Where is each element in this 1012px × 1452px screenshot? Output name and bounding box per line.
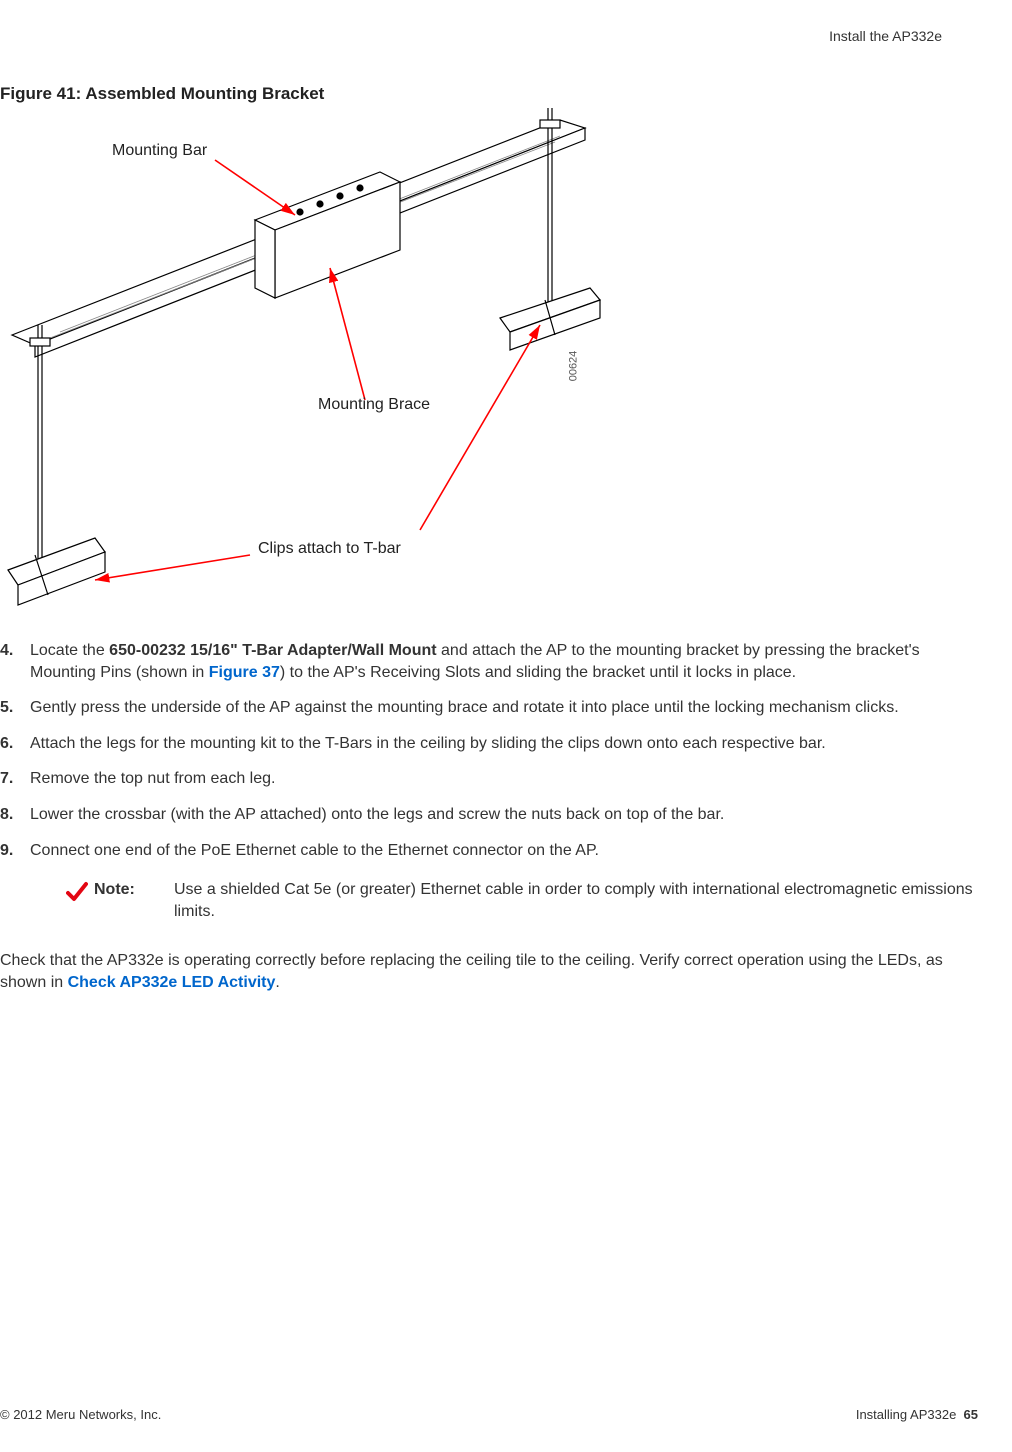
step-number: 6. bbox=[0, 733, 30, 755]
callout-mounting-bar: Mounting Bar bbox=[112, 142, 207, 160]
step-text: Connect one end of the PoE Ethernet cabl… bbox=[30, 840, 1012, 862]
running-header: Install the AP332e bbox=[829, 28, 942, 44]
step-6: 6. Attach the legs for the mounting kit … bbox=[0, 733, 1012, 755]
check-icon bbox=[60, 879, 94, 903]
note-block: Note: Use a shielded Cat 5e (or greater)… bbox=[60, 879, 1012, 922]
step-number: 8. bbox=[0, 804, 30, 826]
step-4: 4. Locate the 650-00232 15/16" T-Bar Ada… bbox=[0, 640, 1012, 683]
text-bold: 650-00232 15/16" T-Bar Adapter/Wall Moun… bbox=[109, 642, 436, 659]
callout-clips: Clips attach to T-bar bbox=[258, 540, 401, 558]
page-footer: © 2012 Meru Networks, Inc. Installing AP… bbox=[0, 1407, 978, 1422]
callout-mounting-brace: Mounting Brace bbox=[318, 396, 430, 414]
note-label: Note: bbox=[94, 879, 174, 901]
step-text: Remove the top nut from each leg. bbox=[30, 768, 1012, 790]
page: Install the AP332e Figure 41: Assembled … bbox=[0, 0, 1012, 1452]
section-link[interactable]: Check AP332e LED Activity bbox=[68, 974, 276, 991]
figure-link[interactable]: Figure 37 bbox=[209, 664, 280, 681]
step-number: 5. bbox=[0, 697, 30, 719]
callout-part-number: 00624 bbox=[567, 351, 579, 382]
page-number: 65 bbox=[964, 1407, 978, 1422]
text-fragment: ) to the AP's Receiving Slots and slidin… bbox=[280, 664, 796, 681]
step-number: 7. bbox=[0, 768, 30, 790]
footer-copyright: © 2012 Meru Networks, Inc. bbox=[0, 1407, 161, 1422]
step-8: 8. Lower the crossbar (with the AP attac… bbox=[0, 804, 1012, 826]
step-text: Locate the 650-00232 15/16" T-Bar Adapte… bbox=[30, 640, 1012, 683]
note-text: Use a shielded Cat 5e (or greater) Ether… bbox=[174, 879, 982, 922]
text-fragment: . bbox=[275, 974, 279, 991]
step-number: 9. bbox=[0, 840, 30, 862]
footer-section: Installing AP332e bbox=[856, 1407, 956, 1422]
closing-paragraph: Check that the AP332e is operating corre… bbox=[0, 950, 1012, 993]
step-5: 5. Gently press the underside of the AP … bbox=[0, 697, 1012, 719]
figure-diagram: Mounting Bar Mounting Brace Clips attach… bbox=[0, 100, 640, 630]
step-text: Gently press the underside of the AP aga… bbox=[30, 697, 1012, 719]
step-7: 7. Remove the top nut from each leg. bbox=[0, 768, 1012, 790]
step-text: Attach the legs for the mounting kit to … bbox=[30, 733, 1012, 755]
step-9: 9. Connect one end of the PoE Ethernet c… bbox=[0, 840, 1012, 862]
step-number: 4. bbox=[0, 640, 30, 683]
step-text: Lower the crossbar (with the AP attached… bbox=[30, 804, 1012, 826]
text-fragment: Locate the bbox=[30, 642, 109, 659]
instruction-list: 4. Locate the 650-00232 15/16" T-Bar Ada… bbox=[0, 640, 1012, 994]
footer-right: Installing AP332e 65 bbox=[856, 1407, 978, 1422]
